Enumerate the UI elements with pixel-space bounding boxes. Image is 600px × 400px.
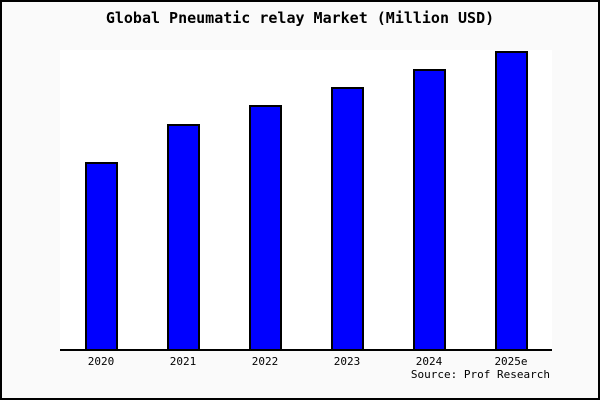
x-tick-2023: 2023 bbox=[333, 355, 361, 368]
x-tick-2022: 2022 bbox=[251, 355, 279, 368]
bar-slot-2023 bbox=[306, 50, 388, 349]
bars-container bbox=[60, 50, 552, 349]
bar-slot-2024 bbox=[388, 50, 470, 349]
bar-2021 bbox=[166, 124, 200, 349]
bar-2023 bbox=[330, 87, 364, 349]
bar-slot-2020 bbox=[60, 50, 142, 349]
source-note: Source: Prof Research bbox=[410, 368, 550, 381]
bar-slot-2022 bbox=[224, 50, 306, 349]
bar-slot-2025e bbox=[470, 50, 552, 349]
x-tick-2024: 2024 bbox=[415, 355, 443, 368]
x-tick-2025e: 2025e bbox=[494, 355, 528, 368]
bar-slot-2021 bbox=[142, 50, 224, 349]
bar-2024 bbox=[412, 69, 446, 349]
x-tick-2021: 2021 bbox=[169, 355, 197, 368]
x-tick-2020: 2020 bbox=[87, 355, 115, 368]
bar-2020 bbox=[84, 162, 118, 349]
chart-title: Global Pneumatic relay Market (Million U… bbox=[105, 9, 495, 27]
bar-2022 bbox=[248, 105, 282, 349]
plot-area bbox=[60, 50, 552, 351]
bar-2025e bbox=[494, 51, 528, 349]
x-axis-labels: 2020 2021 2022 2023 2024 2025e bbox=[60, 355, 552, 368]
